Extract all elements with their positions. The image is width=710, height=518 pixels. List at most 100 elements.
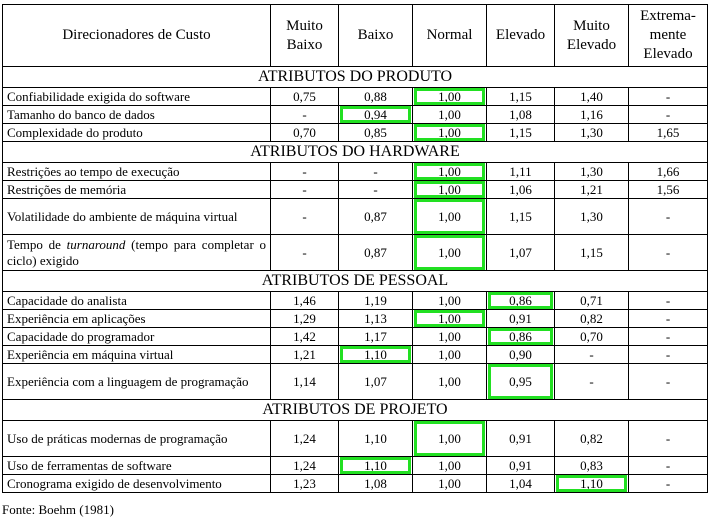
cell-value: - — [338, 180, 413, 199]
column-header: Muito Elevado — [554, 4, 629, 67]
row-label: Capacidade do analista — [2, 291, 271, 310]
cell-value: - — [628, 420, 708, 457]
row-label: Restrições ao tempo de execução — [2, 162, 271, 181]
cell-value: - — [270, 105, 339, 124]
row-label: Experiência em aplicações — [2, 309, 271, 328]
cell-value: 0,70 — [270, 123, 339, 142]
cell-value: - — [554, 363, 629, 400]
cell-value: 1,42 — [270, 327, 339, 346]
header-row: Direcionadores de Custo Muito Baixo Baixo N… — [2, 4, 708, 67]
cell-value: 0,82 — [554, 420, 629, 457]
cell-value: 1,11 — [486, 162, 555, 181]
data-row: Volatilidade do ambiente de máquina virt… — [2, 198, 708, 235]
row-label: Tempo de turnaround (tempo para completa… — [2, 234, 271, 271]
cell-value: 1,21 — [270, 345, 339, 364]
cell-value: 1,30 — [554, 162, 629, 181]
cell-value: 1,10 — [338, 456, 413, 475]
cell-value: 1,30 — [554, 198, 629, 235]
data-row: Capacidade do programador 1,42 1,17 1,00 0,8… — [2, 327, 708, 346]
cell-value: 1,15 — [486, 87, 555, 106]
data-row: Confiabilidade exigida do software 0,75 0,… — [2, 87, 708, 106]
cell-value: 0,70 — [554, 327, 629, 346]
cell-value: 1,00 — [412, 327, 487, 346]
cell-value: - — [338, 162, 413, 181]
row-label: Experiência em máquina virtual — [2, 345, 271, 364]
column-header: Elevado — [486, 4, 555, 67]
row-label: Confiabilidade exigida do software — [2, 87, 271, 106]
cell-value: 0,71 — [554, 291, 629, 310]
cell-value: 1,13 — [338, 309, 413, 328]
column-header: Baixo — [338, 4, 413, 67]
cell-value: - — [270, 234, 339, 271]
cell-value: 0,88 — [338, 87, 413, 106]
cell-value: 0,95 — [486, 363, 555, 400]
cell-value: - — [270, 162, 339, 181]
cell-value: 1,00 — [412, 162, 487, 181]
cell-value: - — [270, 198, 339, 235]
row-label: Capacidade do programador — [2, 327, 271, 346]
cell-value: 0,75 — [270, 87, 339, 106]
cell-value: - — [628, 327, 708, 346]
cell-value: 0,82 — [554, 309, 629, 328]
cell-value: 1,66 — [628, 162, 708, 181]
cell-value: - — [628, 309, 708, 328]
data-row: Restrições ao tempo de execução - -1,00 1,1… — [2, 162, 708, 181]
data-row: Experiência em aplicações 1,29 1,13 1,00 0,9… — [2, 309, 708, 328]
cell-value: - — [628, 234, 708, 271]
source-note: Fonte: Boehm (1981) — [2, 502, 114, 517]
cell-value: 1,00 — [412, 309, 487, 328]
cell-value: 1,00 — [412, 420, 487, 457]
cell-value: 1,00 — [412, 123, 487, 142]
cell-value: 0,85 — [338, 123, 413, 142]
cell-value: - — [628, 474, 708, 493]
cell-value: 0,86 — [486, 291, 555, 310]
row-label: Uso de ferramentas de software — [2, 456, 271, 475]
cell-value: 1,24 — [270, 456, 339, 475]
row-label: Experiência com a linguagem de programaç… — [2, 363, 271, 400]
cell-value: 1,40 — [554, 87, 629, 106]
cell-value: 1,04 — [486, 474, 555, 493]
column-header: Extrema- mente Elevado — [628, 4, 708, 67]
data-row: Restrições de memória - -1,00 1,06 1,21 1,56 — [2, 180, 708, 199]
column-header: Direcionadores de Custo — [2, 4, 271, 67]
section-title: ATRIBUTOS DO PRODUTO — [2, 66, 708, 88]
cell-value: 1,65 — [628, 123, 708, 142]
section-title: ATRIBUTOS DE PESSOAL — [2, 270, 708, 292]
data-row: Uso de ferramentas de software 1,24 1,10 1,… — [2, 456, 708, 475]
cell-value: 1,00 — [412, 474, 487, 493]
data-row: Capacidade do analista 1,46 1,19 1,00 0,86 0,… — [2, 291, 708, 310]
section-title: ATRIBUTOS DE PROJETO — [2, 399, 708, 421]
cell-value: - — [628, 105, 708, 124]
cell-value: 1,14 — [270, 363, 339, 400]
cell-value: 1,16 — [554, 105, 629, 124]
cell-value: 1,30 — [554, 123, 629, 142]
data-row: Tempo de turnaround (tempo para completa… — [2, 234, 708, 271]
cell-value: 1,10 — [338, 420, 413, 457]
cell-value: 0,91 — [486, 309, 555, 328]
cell-value: 1,19 — [338, 291, 413, 310]
cell-value: 1,56 — [628, 180, 708, 199]
cell-value: - — [270, 180, 339, 199]
cell-value: 1,10 — [554, 474, 629, 493]
cell-value: 0,86 — [486, 327, 555, 346]
cell-value: 0,90 — [486, 345, 555, 364]
cell-value: 0,91 — [486, 420, 555, 457]
row-label: Tamanho do banco de dados — [2, 105, 271, 124]
section-row: ATRIBUTOS DO HARDWARE — [2, 141, 708, 163]
cell-value: 1,46 — [270, 291, 339, 310]
row-label: Cronograma exigido de desenvolvimento — [2, 474, 271, 493]
italic-term: turnaround — [66, 236, 126, 252]
cell-value: 1,07 — [486, 234, 555, 271]
cell-value: 1,08 — [486, 105, 555, 124]
cell-value: 0,87 — [338, 198, 413, 235]
cost-driver-table: Direcionadores de Custo Muito Baixo Baixo N… — [2, 4, 708, 493]
cell-value: 1,00 — [412, 291, 487, 310]
cell-value: 1,08 — [338, 474, 413, 493]
cell-value: 1,15 — [554, 234, 629, 271]
data-row: Experiência em máquina virtual 1,21 1,10 1,… — [2, 345, 708, 364]
cell-value: 1,00 — [412, 456, 487, 475]
cell-value: - — [628, 291, 708, 310]
cell-value: 0,87 — [338, 234, 413, 271]
data-row: Experiência com a linguagem de programaç… — [2, 363, 708, 400]
